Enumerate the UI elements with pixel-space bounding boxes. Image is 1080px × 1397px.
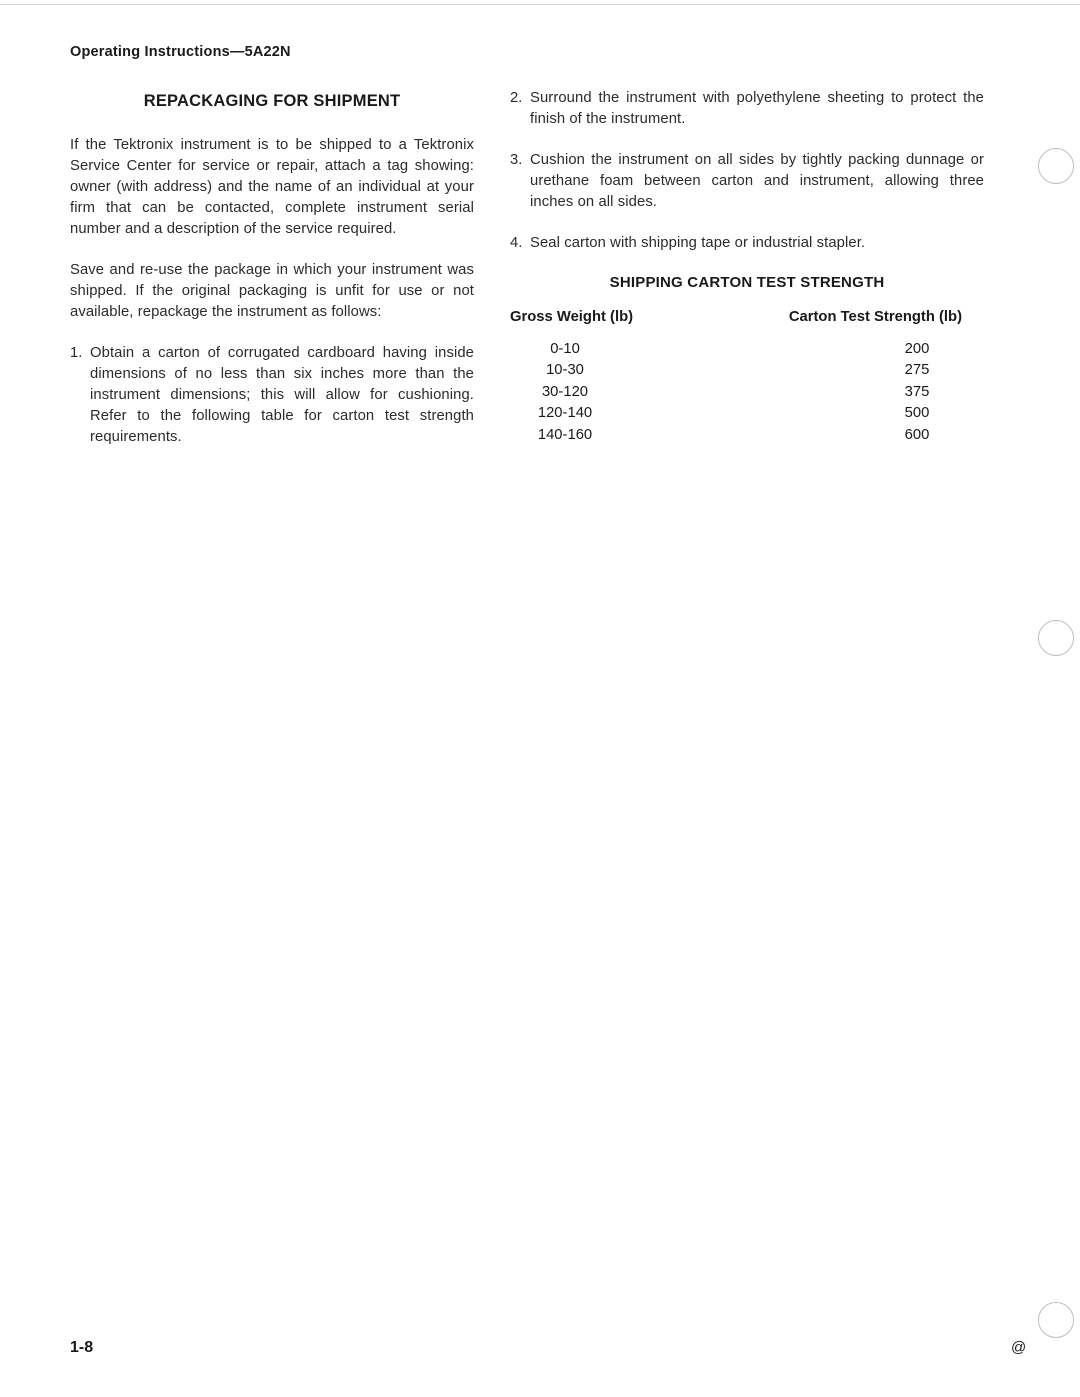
table-row: 120-140 500 [510, 403, 984, 424]
table-title: SHIPPING CARTON TEST STRENGTH [510, 274, 984, 291]
list-item-4-body: Seal carton with shipping tape or indust… [530, 233, 984, 254]
list-item-2: 2. Surround the instrument with polyethy… [510, 88, 984, 130]
column-right: 2. Surround the instrument with polyethy… [510, 88, 984, 468]
list-item-4-number: 4. [510, 233, 530, 254]
cell-weight: 30-120 [510, 382, 740, 403]
list-item-1-number: 1. [70, 343, 90, 448]
list-item-3: 3. Cushion the instrument on all sides b… [510, 150, 984, 213]
cell-strength: 375 [740, 382, 984, 403]
table-header-weight: Gross Weight (lb) [510, 309, 740, 325]
column-left: REPACKAGING FOR SHIPMENT If the Tektroni… [70, 88, 474, 468]
cell-weight: 120-140 [510, 403, 740, 424]
cell-strength: 275 [740, 360, 984, 381]
cell-strength: 500 [740, 403, 984, 424]
footer: 1-8 @ [70, 1339, 1026, 1357]
footer-mark: @ [1011, 1339, 1026, 1357]
table-header: Gross Weight (lb) Carton Test Strength (… [510, 309, 984, 325]
punch-hole-icon [1038, 1302, 1074, 1338]
top-hairline [0, 4, 1080, 5]
table-row: 30-120 375 [510, 382, 984, 403]
table-row: 10-30 275 [510, 360, 984, 381]
table-row: 140-160 600 [510, 425, 984, 446]
intro-paragraph-2: Save and re-use the package in which you… [70, 260, 474, 323]
cell-weight: 140-160 [510, 425, 740, 446]
page-number: 1-8 [70, 1339, 93, 1357]
cell-strength: 600 [740, 425, 984, 446]
list-item-1-body: Obtain a carton of corrugated cardboard … [90, 343, 474, 448]
running-header: Operating Instructions—5A22N [70, 44, 1026, 60]
list-item-1: 1. Obtain a carton of corrugated cardboa… [70, 343, 474, 448]
punch-hole-icon [1038, 148, 1074, 184]
page: Operating Instructions—5A22N REPACKAGING… [0, 0, 1080, 1397]
cell-strength: 200 [740, 339, 984, 360]
list-item-4: 4. Seal carton with shipping tape or ind… [510, 233, 984, 254]
intro-paragraph-1: If the Tektronix instrument is to be shi… [70, 135, 474, 240]
cell-weight: 10-30 [510, 360, 740, 381]
section-title: REPACKAGING FOR SHIPMENT [70, 92, 474, 111]
list-item-2-body: Surround the instrument with polyethylen… [530, 88, 984, 130]
list-item-3-body: Cushion the instrument on all sides by t… [530, 150, 984, 213]
table-header-strength: Carton Test Strength (lb) [740, 309, 984, 325]
columns: REPACKAGING FOR SHIPMENT If the Tektroni… [70, 88, 1026, 468]
list-item-2-number: 2. [510, 88, 530, 130]
table-body: 0-10 200 10-30 275 30-120 375 120-140 50… [510, 339, 984, 446]
cell-weight: 0-10 [510, 339, 740, 360]
punch-hole-icon [1038, 620, 1074, 656]
list-item-3-number: 3. [510, 150, 530, 213]
table-row: 0-10 200 [510, 339, 984, 360]
